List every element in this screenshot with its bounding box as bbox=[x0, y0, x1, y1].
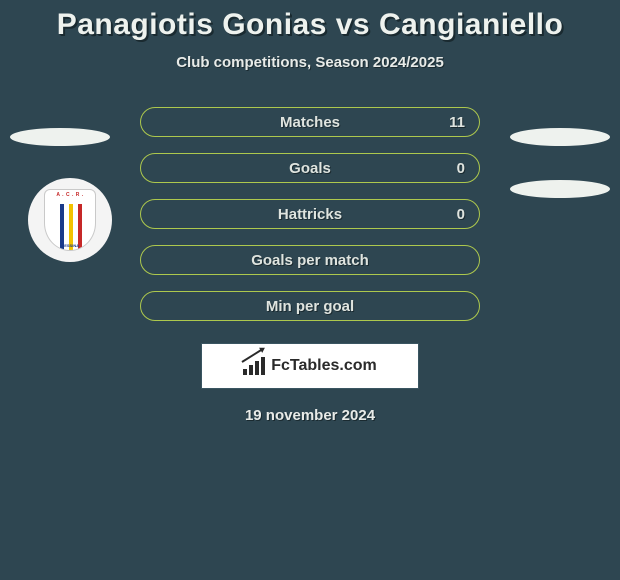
club-badge: A . C . R . MESSINA bbox=[28, 178, 112, 262]
stat-row-goals-per-match: Goals per match bbox=[140, 245, 480, 275]
stat-label: Matches bbox=[280, 114, 340, 131]
stat-row-matches: Matches 11 bbox=[140, 107, 480, 137]
club-badge-shield: A . C . R . MESSINA bbox=[44, 189, 96, 251]
decorative-ellipse-right-2 bbox=[510, 180, 610, 198]
subtitle: Club competitions, Season 2024/2025 bbox=[176, 54, 444, 71]
stat-row-hattricks: Hattricks 0 bbox=[140, 199, 480, 229]
comparison-title: Panagiotis Gonias vs Cangianiello bbox=[57, 8, 564, 42]
decorative-ellipse-right-1 bbox=[510, 128, 610, 146]
stat-value: 0 bbox=[457, 160, 465, 177]
brand-box[interactable]: FcTables.com bbox=[201, 343, 419, 389]
stat-label: Goals bbox=[289, 160, 331, 177]
stat-value: 11 bbox=[449, 114, 465, 131]
badge-top-text: A . C . R . bbox=[45, 192, 95, 198]
badge-bottom-text: MESSINA bbox=[45, 243, 95, 248]
brand-text: FcTables.com bbox=[271, 357, 377, 375]
decorative-ellipse-left bbox=[10, 128, 110, 146]
snapshot-date: 19 november 2024 bbox=[245, 407, 375, 424]
stat-label: Hattricks bbox=[278, 206, 342, 223]
stat-value: 0 bbox=[457, 206, 465, 223]
chart-icon bbox=[243, 357, 265, 375]
stat-row-min-per-goal: Min per goal bbox=[140, 291, 480, 321]
stat-label: Min per goal bbox=[266, 298, 354, 315]
stat-row-goals: Goals 0 bbox=[140, 153, 480, 183]
stat-label: Goals per match bbox=[251, 252, 369, 269]
